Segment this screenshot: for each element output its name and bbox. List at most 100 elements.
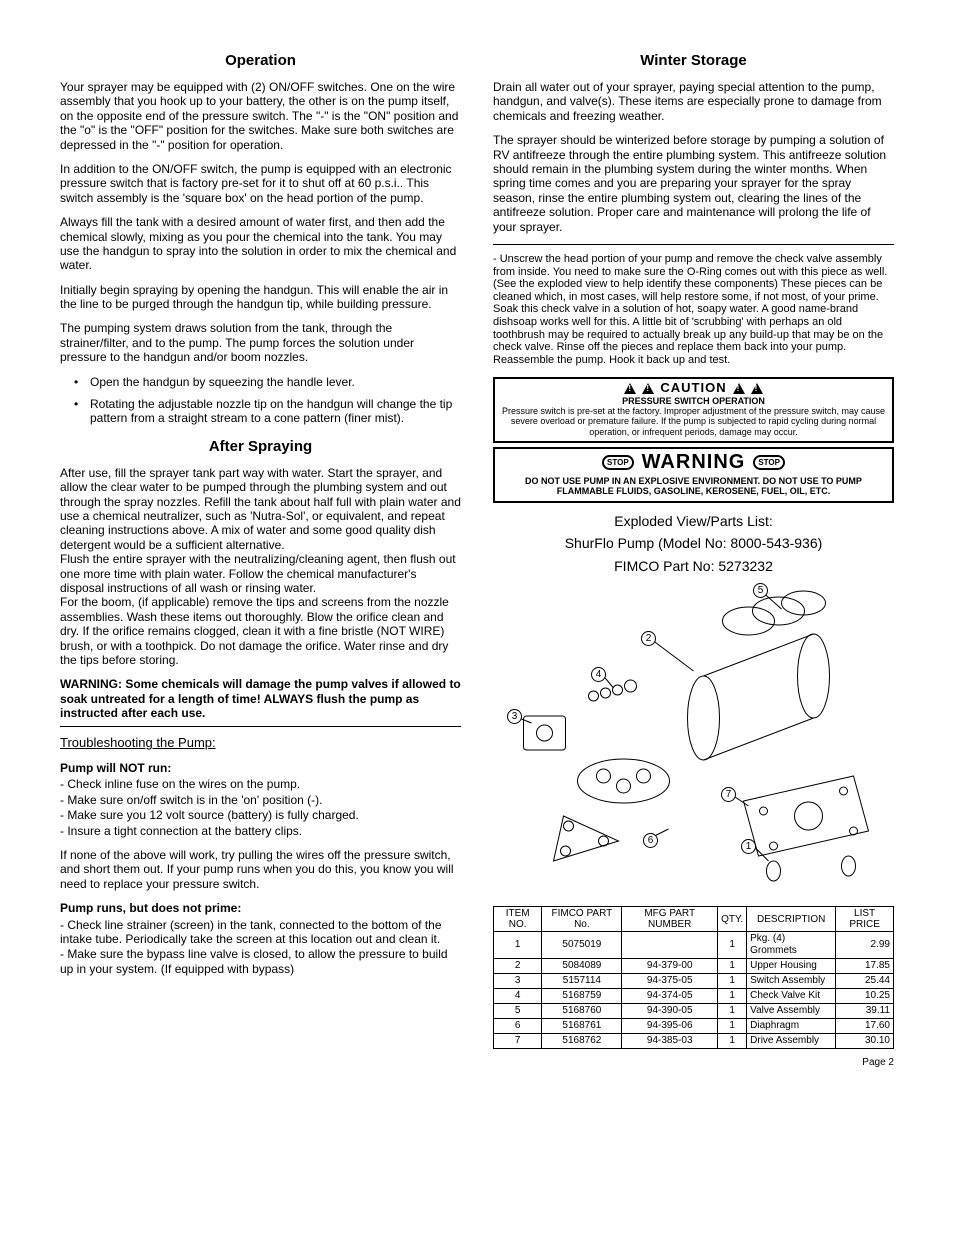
as-warning: WARNING: Some chemicals will damage the … [60, 677, 461, 720]
op-para-5: The pumping system draws solution from t… [60, 321, 461, 364]
callout-7: 7 [721, 787, 736, 802]
table-cell: 17.85 [836, 959, 894, 974]
table-cell: 94-385-03 [622, 1034, 718, 1049]
ts1-head: Pump will NOT run: [60, 761, 461, 775]
table-cell: 5157114 [542, 974, 622, 989]
stop-icon: STOP [753, 455, 785, 470]
table-cell: 94-375-05 [622, 974, 718, 989]
op-para-3: Always fill the tank with a desired amou… [60, 215, 461, 273]
right-column: Winter Storage Drain all water out of yo… [493, 40, 894, 1049]
table-cell: Diaphragm [747, 1019, 836, 1034]
table-cell: 7 [494, 1034, 542, 1049]
callout-3: 3 [507, 709, 522, 724]
op-para-2: In addition to the ON/OFF switch, the pu… [60, 162, 461, 205]
table-cell: Valve Assembly [747, 1004, 836, 1019]
table-cell: 5168762 [542, 1034, 622, 1049]
page-number: Page 2 [60, 1057, 894, 1069]
table-header: DESCRIPTION [747, 907, 836, 932]
table-header: MFG PART NUMBER [622, 907, 718, 932]
table-row: 7516876294-385-031Drive Assembly30.10 [494, 1034, 894, 1049]
callout-5: 5 [753, 583, 768, 598]
warning-box: STOP WARNING STOP DO NOT USE PUMP IN AN … [493, 447, 894, 503]
table-cell: 94-374-05 [622, 989, 718, 1004]
table-cell: 1 [718, 989, 747, 1004]
table-cell: 5168760 [542, 1004, 622, 1019]
table-cell: 17.60 [836, 1019, 894, 1034]
stop-icon: STOP [602, 455, 634, 470]
table-cell: 1 [718, 974, 747, 989]
safety-boxes: CAUTION PRESSURE SWITCH OPERATION Pressu… [493, 377, 894, 503]
table-row: 5516876094-390-051Valve Assembly39.11 [494, 1004, 894, 1019]
table-cell: 1 [718, 1034, 747, 1049]
heading-operation: Operation [60, 52, 461, 70]
table-cell: 94-379-00 [622, 959, 718, 974]
table-cell: Upper Housing [747, 959, 836, 974]
warning-body: DO NOT USE PUMP IN AN EXPLOSIVE ENVIRONM… [501, 476, 886, 497]
table-cell: 94-395-06 [622, 1019, 718, 1034]
table-row: 2508408994-379-001Upper Housing17.85 [494, 959, 894, 974]
table-cell: 1 [718, 959, 747, 974]
table-cell: 5084089 [542, 959, 622, 974]
warning-title: WARNING [642, 451, 746, 474]
table-cell: 5 [494, 1004, 542, 1019]
ws-para-1: Drain all water out of your sprayer, pay… [493, 80, 894, 123]
parts-title-3: FIMCO Part No: 5273232 [493, 558, 894, 575]
caution-body: Pressure switch is pre-set at the factor… [501, 406, 886, 437]
table-row: 150750191Pkg. (4) Grommets2.99 [494, 932, 894, 959]
left-column: Operation Your sprayer may be equipped w… [60, 40, 461, 1049]
table-cell: 39.11 [836, 1004, 894, 1019]
table-cell: 5168761 [542, 1019, 622, 1034]
ts1-item: - Insure a tight connection at the batte… [60, 824, 461, 838]
table-row: 4516875994-374-051Check Valve Kit10.25 [494, 989, 894, 1004]
warning-icon [751, 383, 763, 394]
callout-2: 2 [641, 631, 656, 646]
parts-table: ITEM NO.FIMCO PART No.MFG PART NUMBERQTY… [493, 906, 894, 1049]
parts-title-1: Exploded View/Parts List: [493, 513, 894, 530]
parts-title-2: ShurFlo Pump (Model No: 8000-543-936) [493, 535, 894, 552]
as-para-3: For the boom, (if applicable) remove the… [60, 595, 461, 667]
caution-title: CAUTION [660, 381, 726, 396]
ws-para-3: - Unscrew the head portion of your pump … [493, 253, 894, 367]
table-cell: 94-390-05 [622, 1004, 718, 1019]
table-cell: 1 [718, 932, 747, 959]
divider [60, 726, 461, 727]
table-cell: 10.25 [836, 989, 894, 1004]
table-cell: Pkg. (4) Grommets [747, 932, 836, 959]
table-cell: 1 [494, 932, 542, 959]
table-cell: 4 [494, 989, 542, 1004]
op-para-1: Your sprayer may be equipped with (2) ON… [60, 80, 461, 152]
table-row: 3515711494-375-051Switch Assembly25.44 [494, 974, 894, 989]
table-cell: 1 [718, 1004, 747, 1019]
table-cell: 2 [494, 959, 542, 974]
ts1-item: - Check inline fuse on the wires on the … [60, 777, 461, 791]
op-bullet-1: Open the handgun by squeezing the handle… [90, 375, 461, 389]
heading-after-spraying: After Spraying [60, 438, 461, 456]
table-header: ITEM NO. [494, 907, 542, 932]
divider [493, 244, 894, 245]
ts1-item: - Make sure you 12 volt source (battery)… [60, 808, 461, 822]
table-cell: Check Valve Kit [747, 989, 836, 1004]
warning-icon [624, 383, 636, 394]
ts2-item: - Check line strainer (screen) in the ta… [60, 918, 461, 947]
as-para-2: Flush the entire sprayer with the neutra… [60, 552, 461, 595]
ts1-list: - Check inline fuse on the wires on the … [60, 777, 461, 838]
warning-icon [733, 383, 745, 394]
callout-1: 1 [741, 839, 756, 854]
table-header: QTY. [718, 907, 747, 932]
op-para-4: Initially begin spraying by opening the … [60, 283, 461, 312]
table-cell: 5075019 [542, 932, 622, 959]
warning-icon [642, 383, 654, 394]
table-cell: 5168759 [542, 989, 622, 1004]
as-para-1: After use, fill the sprayer tank part wa… [60, 466, 461, 552]
table-cell: 1 [718, 1019, 747, 1034]
caution-box: CAUTION PRESSURE SWITCH OPERATION Pressu… [493, 377, 894, 443]
troubleshoot-heading: Troubleshooting the Pump: [60, 735, 461, 751]
caution-subtitle: PRESSURE SWITCH OPERATION [501, 396, 886, 406]
table-cell: Drive Assembly [747, 1034, 836, 1049]
table-cell [622, 932, 718, 959]
ts2-head: Pump runs, but does not prime: [60, 901, 461, 915]
table-header: FIMCO PART No. [542, 907, 622, 932]
table-cell: 6 [494, 1019, 542, 1034]
table-header: LIST PRICE [836, 907, 894, 932]
op-bullet-2: Rotating the adjustable nozzle tip on th… [90, 397, 461, 426]
